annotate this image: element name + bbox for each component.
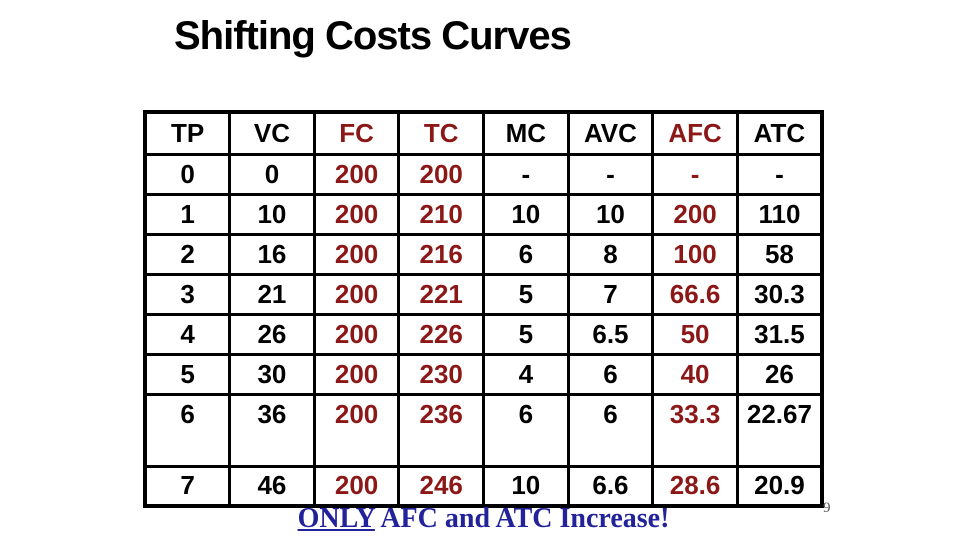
table-cell: 4: [482, 352, 570, 396]
table-cell: 200: [397, 152, 485, 196]
table-cell: 200: [312, 232, 401, 276]
table-cell: 21: [228, 272, 316, 316]
table-cell: 20.9: [735, 464, 824, 508]
cost-table: TP VC FC TC MC AVC AFC ATC 0 0 200 200 -…: [143, 110, 824, 508]
column-header-avc: AVC: [566, 110, 655, 156]
table-cell: 210: [397, 192, 485, 236]
table-cell: 216: [397, 232, 485, 276]
table-cell: -: [566, 152, 655, 196]
table-cell: 0: [228, 152, 316, 196]
table-cell: 200: [651, 192, 739, 236]
table-cell: 10: [482, 464, 570, 508]
table-cell: 100: [651, 232, 739, 276]
table-cell: 4: [143, 312, 232, 356]
slide-title: Shifting Costs Curves: [174, 14, 572, 58]
table-cell: 200: [312, 192, 401, 236]
table-row: 1 10 200 210 10 10 200 110: [143, 192, 824, 236]
table-cell: 5: [143, 352, 232, 396]
table-cell: 50: [651, 312, 739, 356]
column-header-atc: ATC: [735, 110, 824, 156]
column-header-tc: TC: [397, 110, 485, 156]
table-cell: 10: [228, 192, 316, 236]
table-cell: 5: [482, 272, 570, 316]
table-cell: 26: [735, 352, 824, 396]
table-row: 3 21 200 221 5 7 66.6 30.3: [143, 272, 824, 316]
table-cell: 40: [651, 352, 739, 396]
table-cell: 22.67: [735, 392, 824, 468]
table-cell: 221: [397, 272, 485, 316]
column-header-afc: AFC: [651, 110, 739, 156]
table-row: 7 46 200 246 10 6.6 28.6 20.9: [143, 464, 824, 508]
table-cell: 26: [228, 312, 316, 356]
table-cell: 8: [566, 232, 655, 276]
table-cell: 31.5: [735, 312, 824, 356]
table-cell: 200: [312, 272, 401, 316]
table-cell: 10: [482, 192, 570, 236]
table-cell: 200: [312, 392, 401, 468]
caption-rest: AFC and ATC Increase!: [374, 503, 670, 534]
table-cell: 110: [735, 192, 824, 236]
table-row: 5 30 200 230 4 6 40 26: [143, 352, 824, 396]
table-row: 0 0 200 200 - - - -: [143, 152, 824, 196]
column-header-tp: TP: [143, 110, 232, 156]
table-cell: 6: [143, 392, 232, 468]
table-cell: 230: [397, 352, 485, 396]
table-cell: 7: [143, 464, 232, 508]
table-cell: 16: [228, 232, 316, 276]
table-cell: 200: [312, 152, 401, 196]
table-cell: 36: [228, 392, 316, 468]
table-cell: 28.6: [651, 464, 739, 508]
caption-underlined-word: ONLY: [297, 503, 375, 534]
table-cell: 6: [482, 392, 570, 468]
column-header-fc: FC: [312, 110, 401, 156]
table-cell: 30: [228, 352, 316, 396]
page-number: 9: [823, 500, 831, 516]
table-cell: 33.3: [651, 392, 739, 468]
column-header-vc: VC: [228, 110, 316, 156]
table-cell: 246: [397, 464, 485, 508]
table-header-row: TP VC FC TC MC AVC AFC ATC: [143, 110, 824, 156]
table-cell: 7: [566, 272, 655, 316]
table-cell: 6: [482, 232, 570, 276]
table-cell: 2: [143, 232, 232, 276]
table-cell: 5: [482, 312, 570, 356]
table-cell: 30.3: [735, 272, 824, 316]
table-cell: -: [735, 152, 824, 196]
table-cell: 6.5: [566, 312, 655, 356]
table-cell: 66.6: [651, 272, 739, 316]
table-cell: 58: [735, 232, 824, 276]
table-cell: 6.6: [566, 464, 655, 508]
table-cell: 200: [312, 312, 401, 356]
table-cell: -: [651, 152, 739, 196]
column-header-mc: MC: [482, 110, 570, 156]
table-row: 2 16 200 216 6 8 100 58: [143, 232, 824, 276]
table-cell: 226: [397, 312, 485, 356]
table-cell: 236: [397, 392, 485, 468]
table-cell: 200: [312, 464, 401, 508]
table-cell: -: [482, 152, 570, 196]
slide-caption: ONLY AFC and ATC Increase!: [143, 503, 824, 535]
table-cell: 6: [566, 352, 655, 396]
table-cell: 46: [228, 464, 316, 508]
table-row: 4 26 200 226 5 6.5 50 31.5: [143, 312, 824, 356]
table-cell: 0: [143, 152, 232, 196]
table-cell: 200: [312, 352, 401, 396]
table-cell: 6: [566, 392, 655, 468]
table-cell: 10: [566, 192, 655, 236]
table-cell: 3: [143, 272, 232, 316]
table-row: 6 36 200 236 6 6 33.3 22.67: [143, 392, 824, 468]
table-cell: 1: [143, 192, 232, 236]
